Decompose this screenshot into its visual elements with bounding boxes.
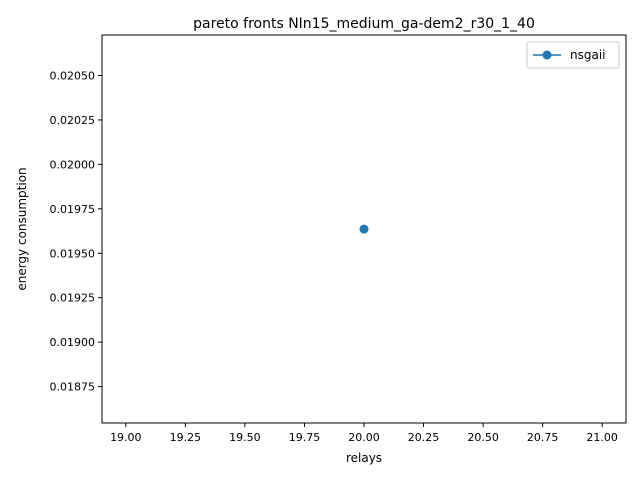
x-tick-label: 20.25 xyxy=(408,431,440,444)
legend-marker xyxy=(542,50,552,60)
plot-series xyxy=(359,224,369,234)
x-axis-label: relays xyxy=(346,451,382,465)
x-tick-label: 19.50 xyxy=(229,431,261,444)
y-axis-label: energy consumption xyxy=(15,167,29,290)
data-point xyxy=(359,224,369,234)
y-tick-label: 0.01950 xyxy=(50,247,96,260)
legend-box xyxy=(526,41,620,69)
plot-frame xyxy=(101,34,627,424)
y-tick-label: 0.02025 xyxy=(50,114,96,127)
x-tick-label: 21.00 xyxy=(586,431,618,444)
x-tick-label: 20.50 xyxy=(467,431,499,444)
y-tick-label: 0.01875 xyxy=(50,381,96,394)
x-tick-label: 19.25 xyxy=(170,431,202,444)
legend-label: nsgaii xyxy=(570,48,606,62)
x-tick-label: 20.75 xyxy=(527,431,559,444)
y-axis: 0.01875 0.01900 0.01925 0.01950 0.01975 0.020… xyxy=(50,70,102,394)
legend: nsgaii xyxy=(526,41,620,69)
x-tick-label: 20.00 xyxy=(348,431,380,444)
x-tick-label: 19.75 xyxy=(289,431,321,444)
x-axis: 19.00 19.25 19.50 19.75 20.00 20.25 20.50 20.75… xyxy=(110,423,618,444)
y-tick-label: 0.01900 xyxy=(50,336,96,349)
y-tick-label: 0.02000 xyxy=(50,158,96,171)
x-tick-label: 19.00 xyxy=(110,431,142,444)
y-tick-label: 0.01925 xyxy=(50,292,96,305)
chart-title: pareto fronts NIn15_medium_ga-dem2_r30_1… xyxy=(193,16,535,32)
y-tick-label: 0.01975 xyxy=(50,203,96,216)
y-tick-label: 0.02050 xyxy=(50,70,96,83)
